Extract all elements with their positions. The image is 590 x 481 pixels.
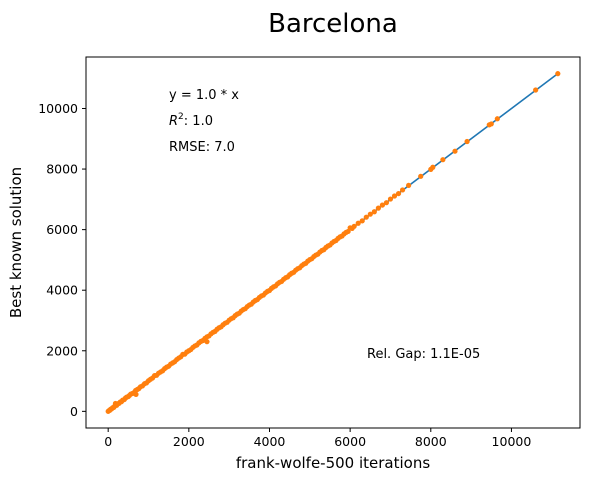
data-points	[105, 71, 561, 414]
data-point	[375, 205, 381, 211]
x-tick-label: 10000	[492, 434, 532, 449]
r2-annotation: R2: 1.0	[169, 112, 213, 129]
rel-gap-annotation: Rel. Gap: 1.1E-05	[367, 347, 480, 362]
y-tick-label: 0	[70, 404, 78, 419]
x-tick-label: 2000	[173, 434, 205, 449]
x-tick-label: 8000	[415, 434, 447, 449]
y-axis-label: Best known solution	[7, 167, 25, 318]
data-point	[464, 138, 470, 145]
x-tick-label: 4000	[254, 434, 286, 449]
equation-annotation: y = 1.0 * x	[169, 88, 239, 103]
chart-title: Barcelona	[268, 9, 398, 39]
y-tick-label: 8000	[46, 162, 78, 177]
data-point	[406, 182, 412, 189]
y-tick-label: 6000	[46, 222, 78, 237]
data-point	[391, 193, 398, 199]
data-point	[133, 391, 139, 397]
data-point	[371, 209, 377, 215]
r2-value: : 1.0	[184, 114, 213, 129]
data-point	[488, 121, 494, 127]
r2-symbol: R	[169, 114, 178, 129]
data-point	[383, 200, 390, 206]
x-axis-label: frank-wolfe-500 iterations	[236, 454, 431, 472]
data-point	[418, 173, 424, 179]
plot-frame	[85, 56, 581, 429]
y-tick-label: 10000	[38, 101, 78, 116]
rmse-annotation: RMSE: 7.0	[169, 140, 235, 155]
plot-area	[85, 56, 581, 429]
data-point	[494, 116, 500, 122]
y-tick-label: 4000	[46, 283, 78, 298]
x-tick-label: 6000	[334, 434, 366, 449]
data-point	[363, 214, 369, 220]
data-point	[395, 190, 402, 197]
data-point	[387, 196, 394, 202]
data-point	[379, 202, 385, 208]
y-tick-label: 2000	[46, 343, 78, 358]
r2-superscript: 2	[178, 112, 184, 122]
data-point	[355, 220, 361, 226]
data-point	[440, 157, 446, 163]
x-axis-ticks: 0 2000 4000 6000 8000 10000	[104, 428, 531, 449]
data-point	[533, 87, 539, 93]
y-axis-ticks: 0 2000 4000 6000 8000 10000	[38, 101, 86, 419]
data-point	[555, 71, 561, 77]
data-point	[359, 218, 365, 224]
data-point	[204, 339, 210, 345]
x-tick-label: 0	[104, 434, 112, 449]
data-point	[351, 223, 357, 229]
data-point	[452, 148, 458, 154]
data-point	[430, 164, 436, 170]
data-point	[367, 211, 373, 217]
data-point	[399, 187, 406, 193]
